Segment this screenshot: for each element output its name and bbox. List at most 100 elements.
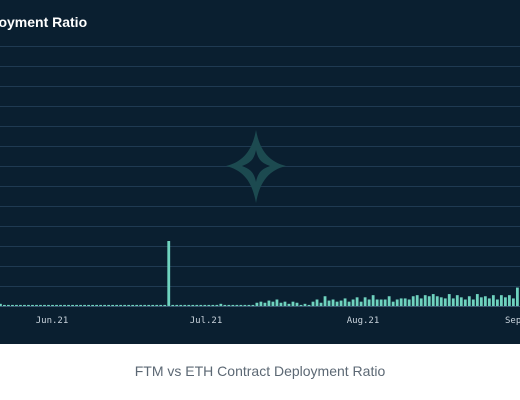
bar — [495, 299, 499, 306]
bar — [235, 304, 239, 306]
bar — [103, 304, 107, 306]
bar — [503, 297, 507, 306]
bar — [439, 297, 443, 306]
bar — [339, 300, 343, 306]
bar — [375, 299, 379, 306]
bar — [247, 304, 251, 306]
bar — [475, 294, 479, 306]
bar — [7, 304, 10, 306]
bar — [471, 299, 475, 306]
bar — [291, 301, 295, 306]
bar — [139, 304, 143, 306]
bar — [199, 304, 203, 306]
bar — [403, 298, 407, 306]
bar — [299, 304, 303, 306]
bar — [311, 301, 315, 306]
bar — [171, 304, 175, 306]
bar — [47, 304, 50, 306]
x-ticks: Jun.21 Jul.21 Aug.21 Sep — [36, 316, 520, 326]
bar — [99, 304, 103, 306]
bar — [19, 304, 22, 306]
bar — [151, 304, 155, 306]
bar — [487, 298, 491, 306]
bar — [211, 304, 215, 306]
bar — [251, 304, 255, 306]
bar — [379, 299, 383, 306]
x-tick-label: Aug.21 — [347, 316, 380, 326]
bar — [179, 304, 183, 306]
bar — [11, 304, 14, 306]
bar — [279, 302, 283, 306]
bar — [203, 304, 207, 306]
bar — [315, 299, 319, 306]
bar — [363, 297, 367, 306]
bar — [59, 304, 62, 306]
bar — [147, 304, 151, 306]
bar — [455, 295, 459, 306]
bar — [399, 298, 403, 306]
bar — [87, 304, 90, 306]
bar — [415, 295, 419, 306]
bar — [323, 296, 327, 306]
bar — [175, 304, 179, 306]
bar — [411, 296, 415, 306]
bar — [163, 304, 167, 306]
bar — [447, 294, 451, 306]
bar — [419, 298, 423, 306]
bar — [3, 304, 6, 306]
bar — [123, 304, 127, 306]
bar — [0, 303, 2, 306]
bar — [451, 298, 455, 306]
bar — [131, 304, 135, 306]
bar — [51, 304, 54, 306]
bar — [267, 300, 271, 306]
bar — [355, 297, 359, 306]
chart-canvas: Jun.21 Jul.21 Aug.21 Sep — [0, 46, 520, 326]
bar — [55, 304, 58, 306]
bars — [0, 241, 519, 306]
bar — [431, 294, 435, 306]
bar — [507, 295, 511, 306]
bar — [195, 304, 199, 306]
bar — [83, 304, 86, 306]
bar — [275, 299, 279, 306]
bar — [115, 304, 119, 306]
bar — [303, 303, 307, 306]
bar — [215, 304, 219, 306]
bar — [183, 304, 187, 306]
bar — [327, 300, 331, 306]
bar — [499, 295, 503, 306]
bar — [63, 304, 66, 306]
bar — [295, 302, 299, 306]
bar — [167, 241, 171, 306]
bar — [427, 296, 431, 306]
bar — [231, 304, 235, 306]
bar — [155, 304, 159, 306]
bar — [143, 304, 147, 306]
bar — [467, 296, 471, 306]
bar — [223, 304, 227, 306]
bar — [255, 302, 259, 306]
watermark-logo-icon — [226, 130, 286, 203]
bar — [107, 304, 111, 306]
chart-panel: Jun.21 Jul.21 Aug.21 Sep ployment Ratio — [0, 0, 520, 344]
bar — [423, 295, 427, 306]
bar — [395, 299, 399, 306]
bar — [287, 303, 291, 306]
bar — [207, 304, 211, 306]
bar — [91, 304, 95, 306]
bar — [283, 301, 287, 306]
bar — [459, 297, 463, 306]
bar — [383, 299, 387, 306]
bar — [27, 304, 30, 306]
bar — [463, 299, 467, 306]
bar — [271, 301, 275, 306]
bar — [191, 304, 195, 306]
bar — [71, 304, 74, 306]
bar — [67, 304, 70, 306]
chart-title: ployment Ratio — [0, 14, 88, 30]
bar — [43, 304, 46, 306]
bar — [319, 302, 323, 306]
figure-caption: FTM vs ETH Contract Deployment Ratio — [134, 363, 386, 379]
bar — [335, 301, 339, 306]
